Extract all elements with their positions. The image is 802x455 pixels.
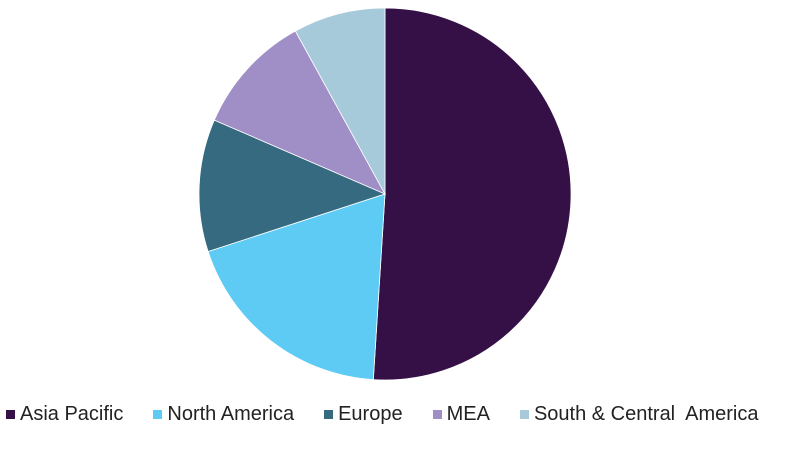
legend-item-mea: MEA — [432, 402, 490, 426]
legend-swatch — [324, 409, 334, 419]
pie-plot-area — [198, 7, 572, 381]
legend-label: MEA — [446, 402, 490, 425]
legend-swatch — [6, 409, 15, 419]
legend-swatch — [153, 409, 163, 419]
pie-slice-south-central-america — [294, 7, 386, 195]
pie-slice-asia-pacific — [372, 7, 572, 381]
pie-slice-north-america — [207, 193, 386, 381]
legend-swatch — [432, 409, 442, 419]
chart-legend: Asia Pacific North America Europe MEA So… — [6, 401, 759, 427]
legend-label: Europe — [338, 402, 403, 425]
legend-item-europe: Europe — [324, 403, 403, 426]
legend-item-asia-pacific: Asia Pacific — [6, 403, 123, 426]
legend-label: South & Central America — [533, 402, 759, 425]
legend-swatch — [519, 409, 529, 419]
pie-slice-europe — [198, 119, 387, 252]
legend-label: Asia Pacific — [20, 402, 124, 425]
legend-item-north-america: North America — [153, 403, 294, 426]
legend-label: North America — [167, 402, 295, 425]
legend-item-south-central-america: South & Central America — [519, 402, 759, 426]
pie-slice-mea — [213, 30, 386, 195]
